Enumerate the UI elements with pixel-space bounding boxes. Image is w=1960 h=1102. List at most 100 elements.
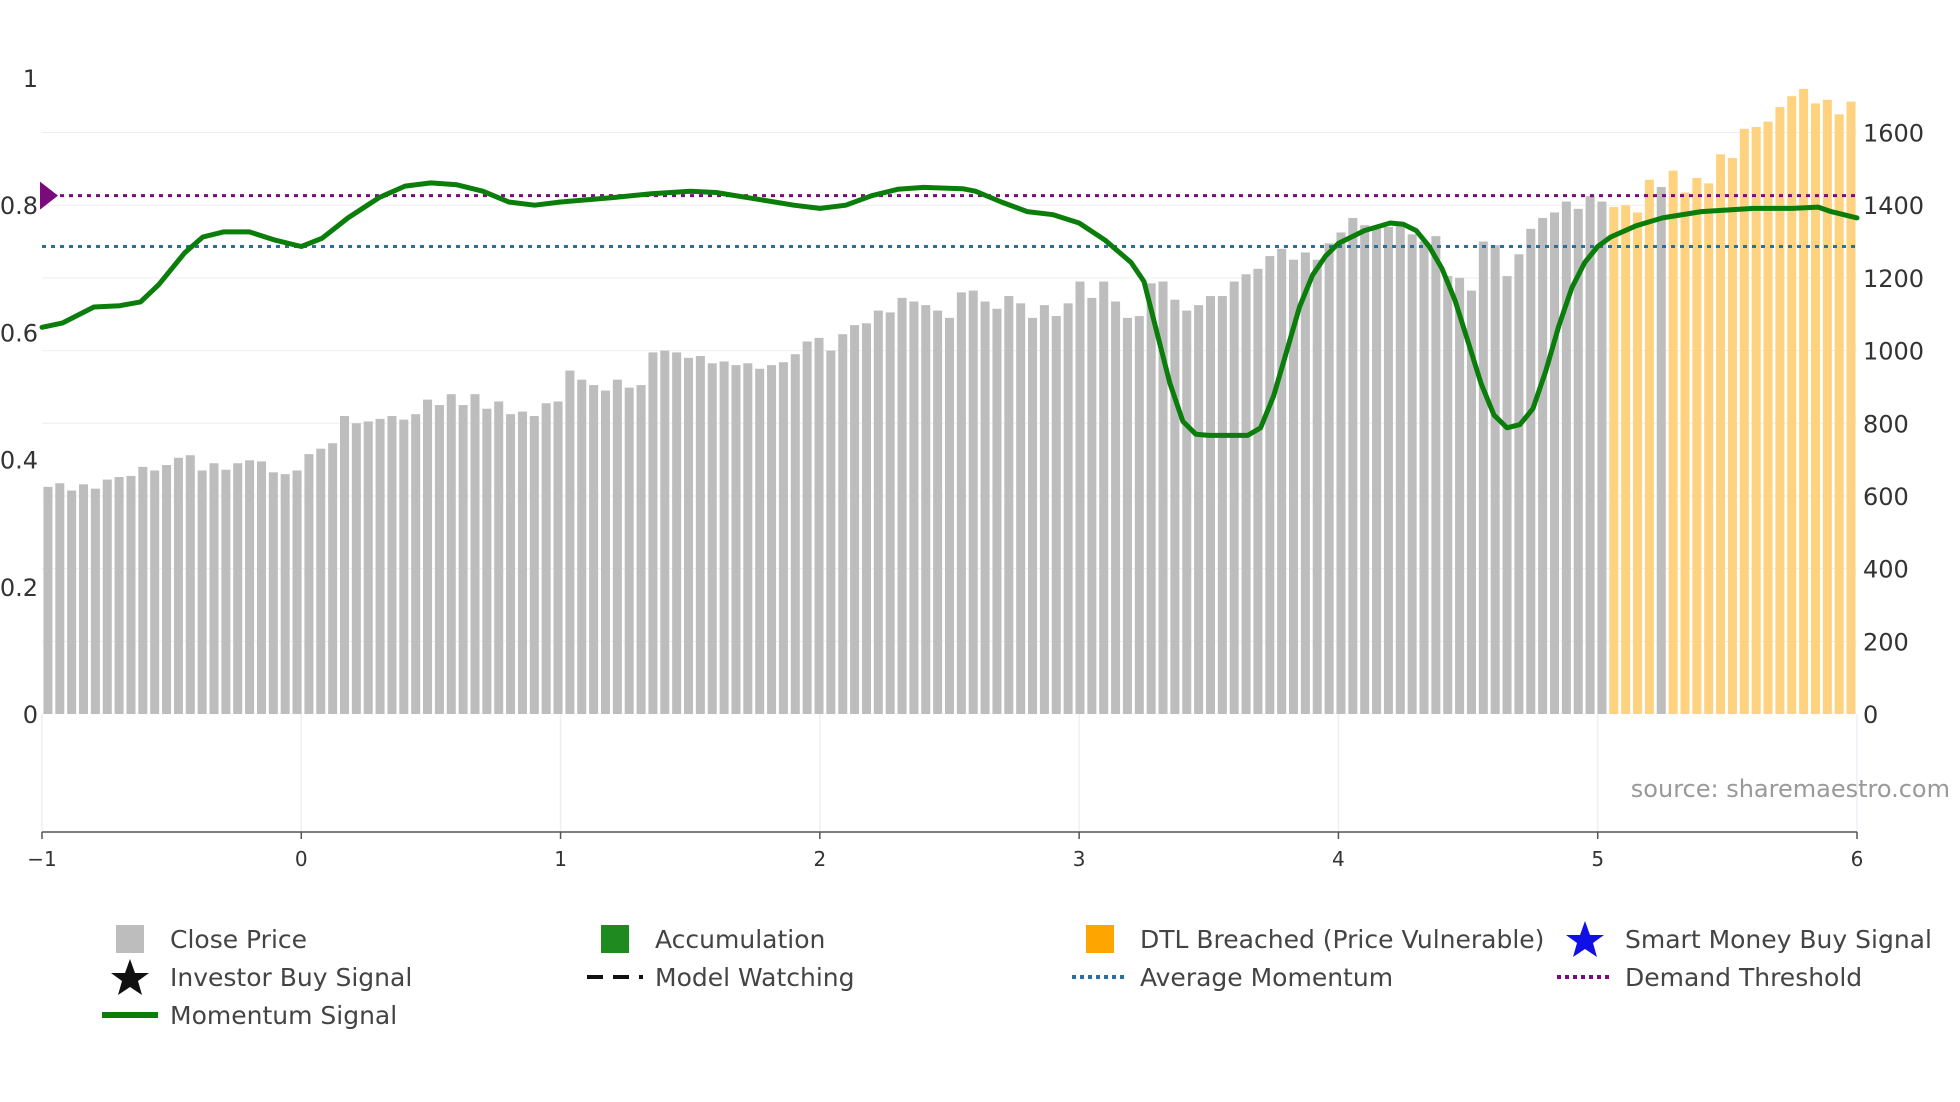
price-bar (55, 483, 65, 714)
price-bar (1538, 217, 1548, 715)
momentum-layer (39, 180, 1860, 438)
demand-threshold-marker (40, 181, 58, 210)
price-bar (114, 477, 124, 714)
price-bar (1466, 290, 1476, 714)
price-bar (79, 484, 89, 714)
price-bar (1573, 208, 1583, 714)
left-axis-tick-label: 0.2 (0, 574, 38, 602)
price-bar (1016, 303, 1026, 714)
price-bar (684, 357, 694, 714)
price-bar (280, 474, 290, 714)
price-bar (43, 486, 53, 714)
price-bar (1372, 228, 1382, 714)
price-bar (1846, 101, 1856, 714)
legend-dtl-breached-label: DTL Breached (Price Vulnerable) (1140, 924, 1545, 954)
price-bar (850, 325, 860, 714)
price-bar (1217, 296, 1227, 714)
legend-close-price: Close Price (100, 920, 307, 958)
price-bar (494, 401, 504, 714)
price-bar (1194, 305, 1204, 714)
price-bar (1716, 154, 1726, 714)
price-bar (470, 394, 480, 714)
price-bar (1253, 268, 1263, 714)
x-axis-tick-label: 6 (1851, 847, 1864, 871)
price-bar (1443, 276, 1453, 714)
price-bar (719, 361, 729, 714)
price-bar (600, 390, 610, 714)
accumulation-swatch (601, 925, 629, 953)
price-bar (446, 394, 456, 714)
left-axis-tick-label: 0.6 (0, 319, 38, 347)
price-bar (1585, 196, 1595, 715)
price-bar (1348, 217, 1358, 715)
price-bar (245, 460, 255, 714)
price-bar (1704, 183, 1714, 714)
right-axis-tick-label: 1600 (1863, 120, 1924, 148)
x-axis-tick-label: 4 (1332, 847, 1345, 871)
price-bar (755, 368, 765, 714)
price-bar (731, 365, 741, 714)
price-bar (339, 415, 350, 714)
x-axis-tick-label: 0 (295, 847, 308, 871)
price-bar (1039, 305, 1049, 714)
price-bar (1158, 281, 1168, 714)
legend-close-price-label: Close Price (170, 924, 308, 954)
right-axis-tick-label: 600 (1863, 483, 1909, 511)
price-bar (1822, 99, 1832, 714)
right-axis-tick-label: 0 (1863, 701, 1878, 729)
price-bar (90, 488, 100, 714)
price-bar (1407, 234, 1417, 714)
price-bar (1644, 179, 1654, 714)
price-bar (565, 370, 575, 714)
price-bar (992, 308, 1002, 714)
legend-momentum-label: Momentum Signal (170, 1000, 398, 1030)
x-axis-tick-label: 5 (1591, 847, 1604, 871)
price-bar (1277, 248, 1287, 714)
price-bar (1455, 277, 1465, 714)
price-bar (826, 350, 836, 714)
legend-dtl-breached: DTL Breached (Price Vulnerable) (1070, 920, 1544, 958)
price-bar (1419, 241, 1429, 715)
price-bar (506, 414, 516, 714)
price-bar (292, 470, 302, 714)
right-axis-tick-label: 1000 (1863, 338, 1924, 366)
price-bar (1004, 296, 1014, 714)
price-bar (1229, 281, 1239, 714)
price-bar (399, 419, 409, 714)
price-bar (1205, 296, 1215, 714)
price-bar (897, 297, 907, 714)
price-bar (1680, 192, 1690, 715)
price-bar (1146, 283, 1156, 714)
price-bar (553, 401, 563, 714)
legend-average-momentum-label: Average Momentum (1140, 962, 1394, 992)
price-bar (1656, 187, 1666, 714)
star-icon (1566, 921, 1604, 957)
price-bar (648, 352, 658, 714)
price-bar (980, 301, 990, 714)
dtl-breached-swatch (1086, 925, 1114, 953)
price-bar (256, 461, 266, 714)
price-bar (944, 317, 955, 714)
price-bar (1063, 303, 1073, 714)
price-bar (529, 415, 539, 714)
close-price-swatch (116, 925, 144, 953)
price-bar (1087, 297, 1097, 714)
price-bar (1799, 88, 1809, 715)
price-bar (434, 405, 444, 714)
price-bar (1075, 281, 1085, 714)
price-bar (1265, 256, 1275, 714)
price-bar (707, 363, 717, 714)
legend-momentum: Momentum Signal (100, 996, 397, 1034)
axes-layer: 0 0.2 0.4 0.6 0.8 1 0 200 400 600 800 1000 1200 1400 1… (0, 65, 1924, 871)
price-bar (363, 421, 373, 714)
left-axis-tick-label: 0.4 (0, 447, 38, 475)
price-bar (351, 423, 361, 714)
price-bar (1834, 114, 1844, 715)
left-axis-tick-label: 1 (23, 65, 38, 93)
reference-lines (40, 181, 1857, 249)
price-bar (612, 379, 622, 714)
price-bar (387, 415, 397, 714)
price-bar (660, 350, 670, 714)
price-bar (790, 354, 800, 714)
close-price-bars (43, 88, 1856, 715)
